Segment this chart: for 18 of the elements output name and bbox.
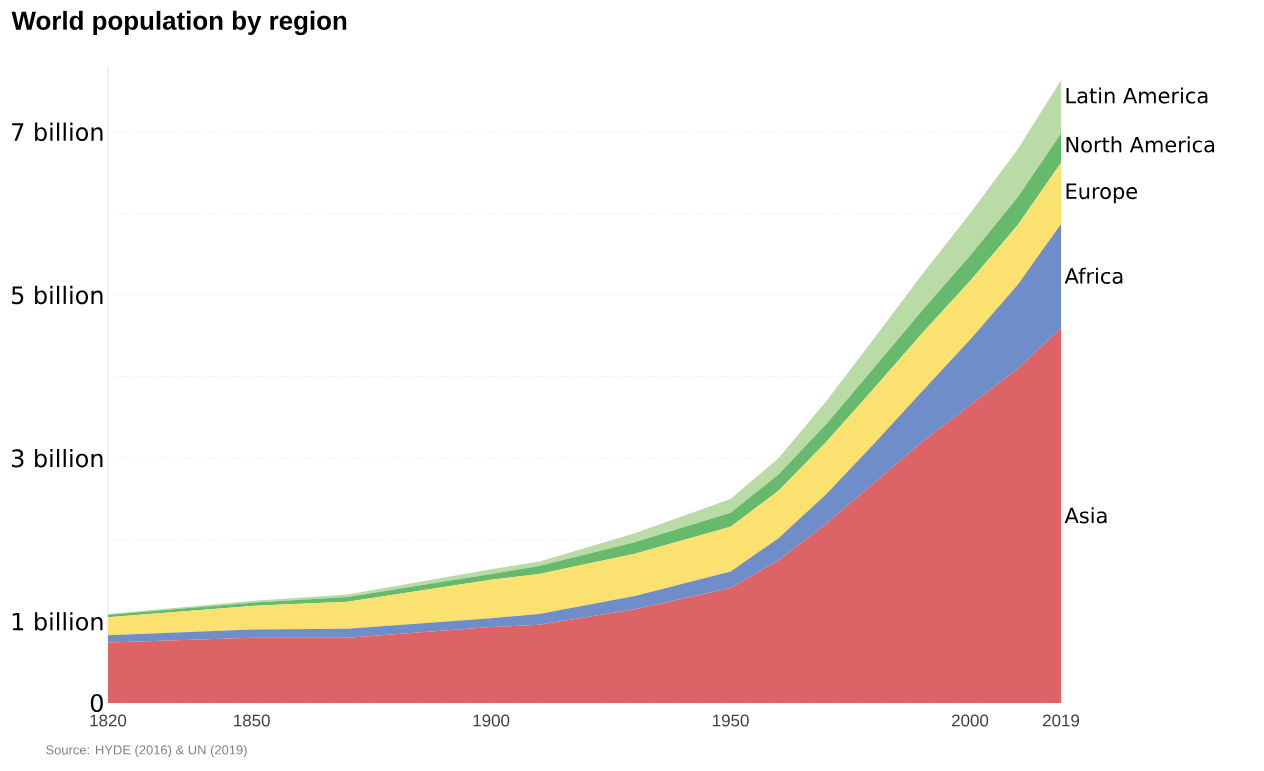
series-label: Latin America [1066, 87, 1208, 104]
y-tick-label: 0 [90, 693, 103, 713]
series-label: Africa [1064, 267, 1123, 284]
series-label: Europe [1066, 183, 1138, 204]
series-label: North America [1066, 136, 1215, 153]
source-note: Source: HYDE (2016) & UN (2019) [46, 744, 247, 758]
chart-title: World population by region [11, 10, 347, 36]
x-tick-label: 2019 [1043, 714, 1080, 727]
series-label: Asia [1064, 507, 1107, 524]
x-tick-label: 1950 [713, 714, 749, 727]
y-tick-label: 5 billion [11, 285, 103, 305]
x-tick-label: 1820 [90, 714, 127, 727]
y-tick-label: 3 billion [11, 448, 103, 468]
x-tick-label: 1850 [234, 714, 270, 727]
y-tick-label: 7 billion [12, 122, 103, 142]
x-tick-label: 2000 [952, 714, 989, 727]
x-tick-label: 1900 [473, 714, 510, 727]
y-tick-label: 1 billion [12, 612, 103, 631]
